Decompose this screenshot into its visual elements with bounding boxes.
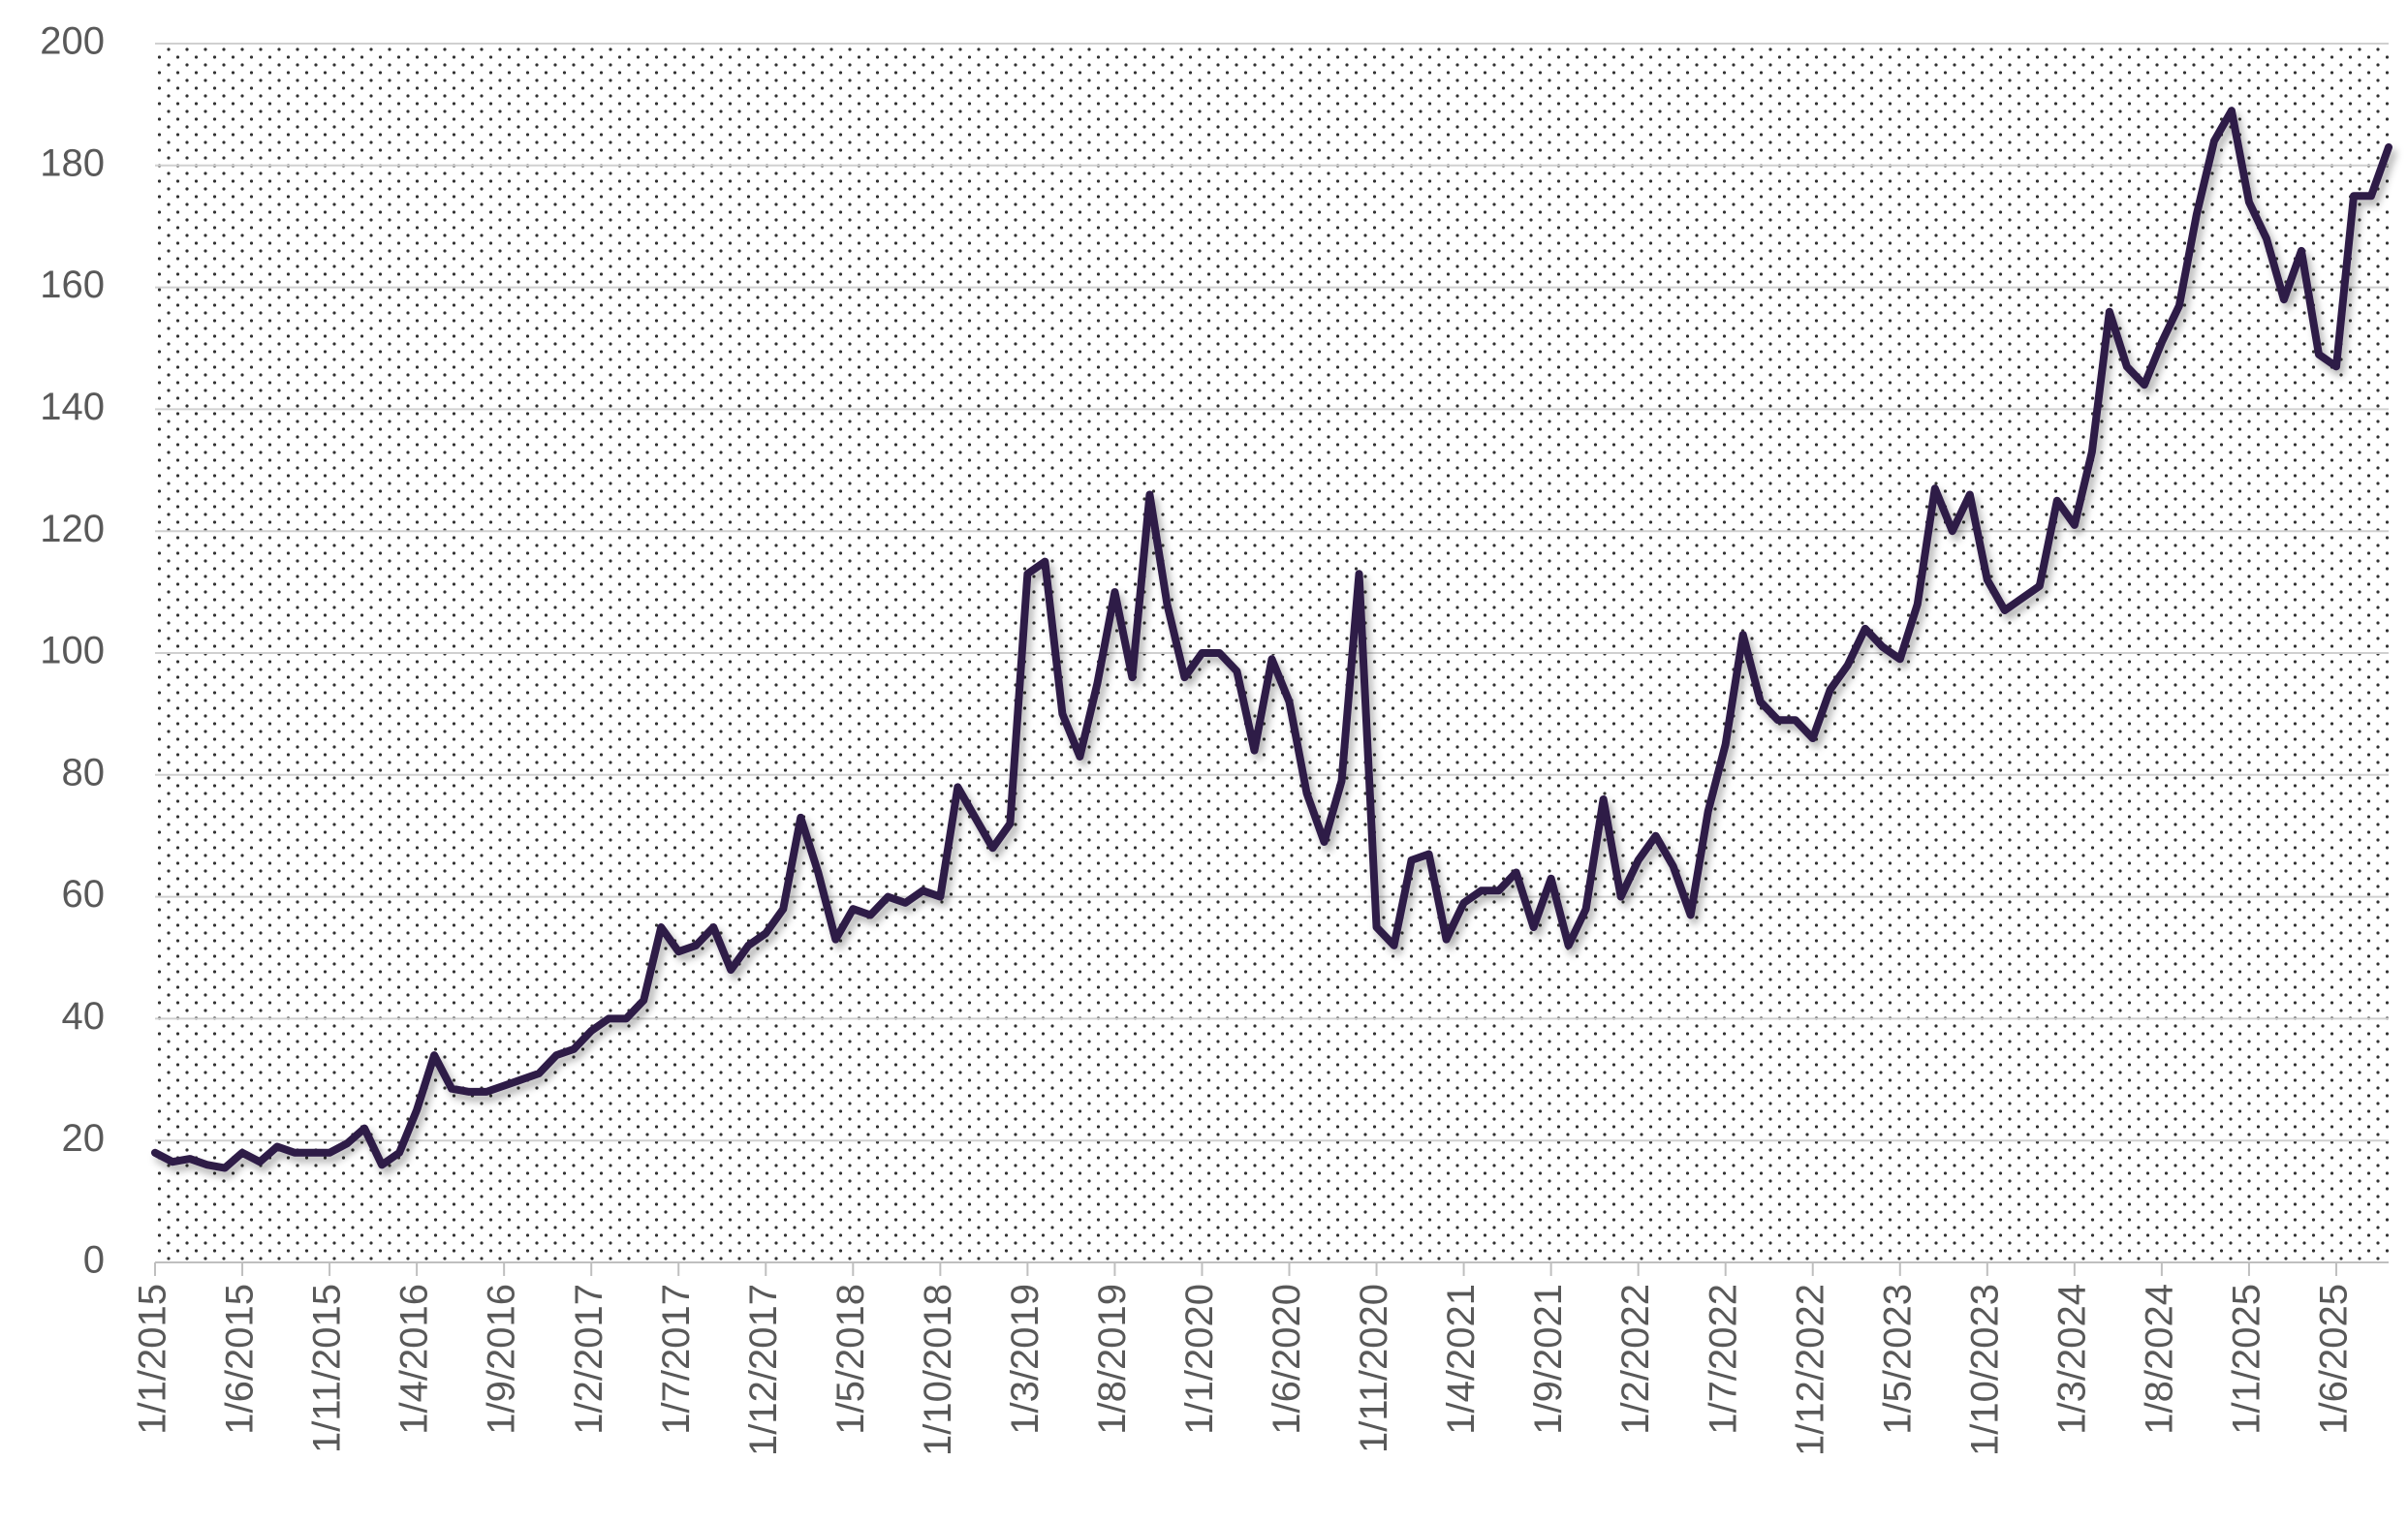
x-tick-label: 1/7/2022 [1702,1284,1744,1435]
x-tick-label: 1/1/2020 [1178,1284,1221,1435]
x-tick-label: 1/6/2015 [219,1284,262,1435]
y-tick-label: 160 [40,264,105,306]
x-tick-label: 1/4/2021 [1440,1284,1483,1435]
y-tick-label: 180 [40,141,105,184]
x-tick-label: 1/2/2017 [568,1284,610,1435]
y-tick-label: 0 [83,1239,105,1282]
y-tick-label: 100 [40,630,105,672]
y-tick-label: 20 [62,1117,106,1160]
x-tick-label: 1/9/2021 [1527,1284,1570,1435]
x-tick-label: 1/10/2023 [1963,1284,2006,1456]
data-line [151,107,2392,1172]
x-tick-label: 1/7/2017 [655,1284,698,1435]
x-tick-label: 1/12/2017 [742,1284,785,1456]
y-tick-label: 120 [40,508,105,550]
x-tick-label: 1/12/2022 [1789,1284,1831,1456]
x-tick-label: 1/1/2025 [2226,1284,2268,1435]
x-tick-label: 1/3/2024 [2050,1284,2093,1435]
y-tick-label: 200 [40,20,105,63]
x-tick-label: 1/4/2016 [393,1284,436,1435]
x-tick-label: 1/8/2019 [1091,1284,1134,1435]
x-tick-label: 1/5/2023 [1876,1284,1919,1435]
x-tick-label: 1/5/2018 [829,1284,872,1435]
x-tick-label: 1/8/2024 [2138,1284,2180,1435]
x-tick-label: 1/2/2022 [1614,1284,1657,1435]
y-tick-label: 80 [62,751,106,793]
x-tick-label: 1/6/2025 [2313,1284,2356,1435]
y-tick-label: 140 [40,386,105,428]
x-tick-label: 1/9/2016 [481,1284,523,1435]
x-tick-label: 1/3/2019 [1004,1284,1047,1435]
x-tick-label: 1/10/2018 [917,1284,959,1456]
y-tick-label: 60 [62,873,106,916]
y-tick-label: 40 [62,995,106,1038]
x-tick-label: 1/6/2020 [1266,1284,1308,1435]
x-tick-label: 1/11/2015 [306,1284,349,1453]
x-tick-label: 1/1/2015 [132,1284,174,1435]
x-tick-label: 1/11/2020 [1353,1284,1395,1453]
